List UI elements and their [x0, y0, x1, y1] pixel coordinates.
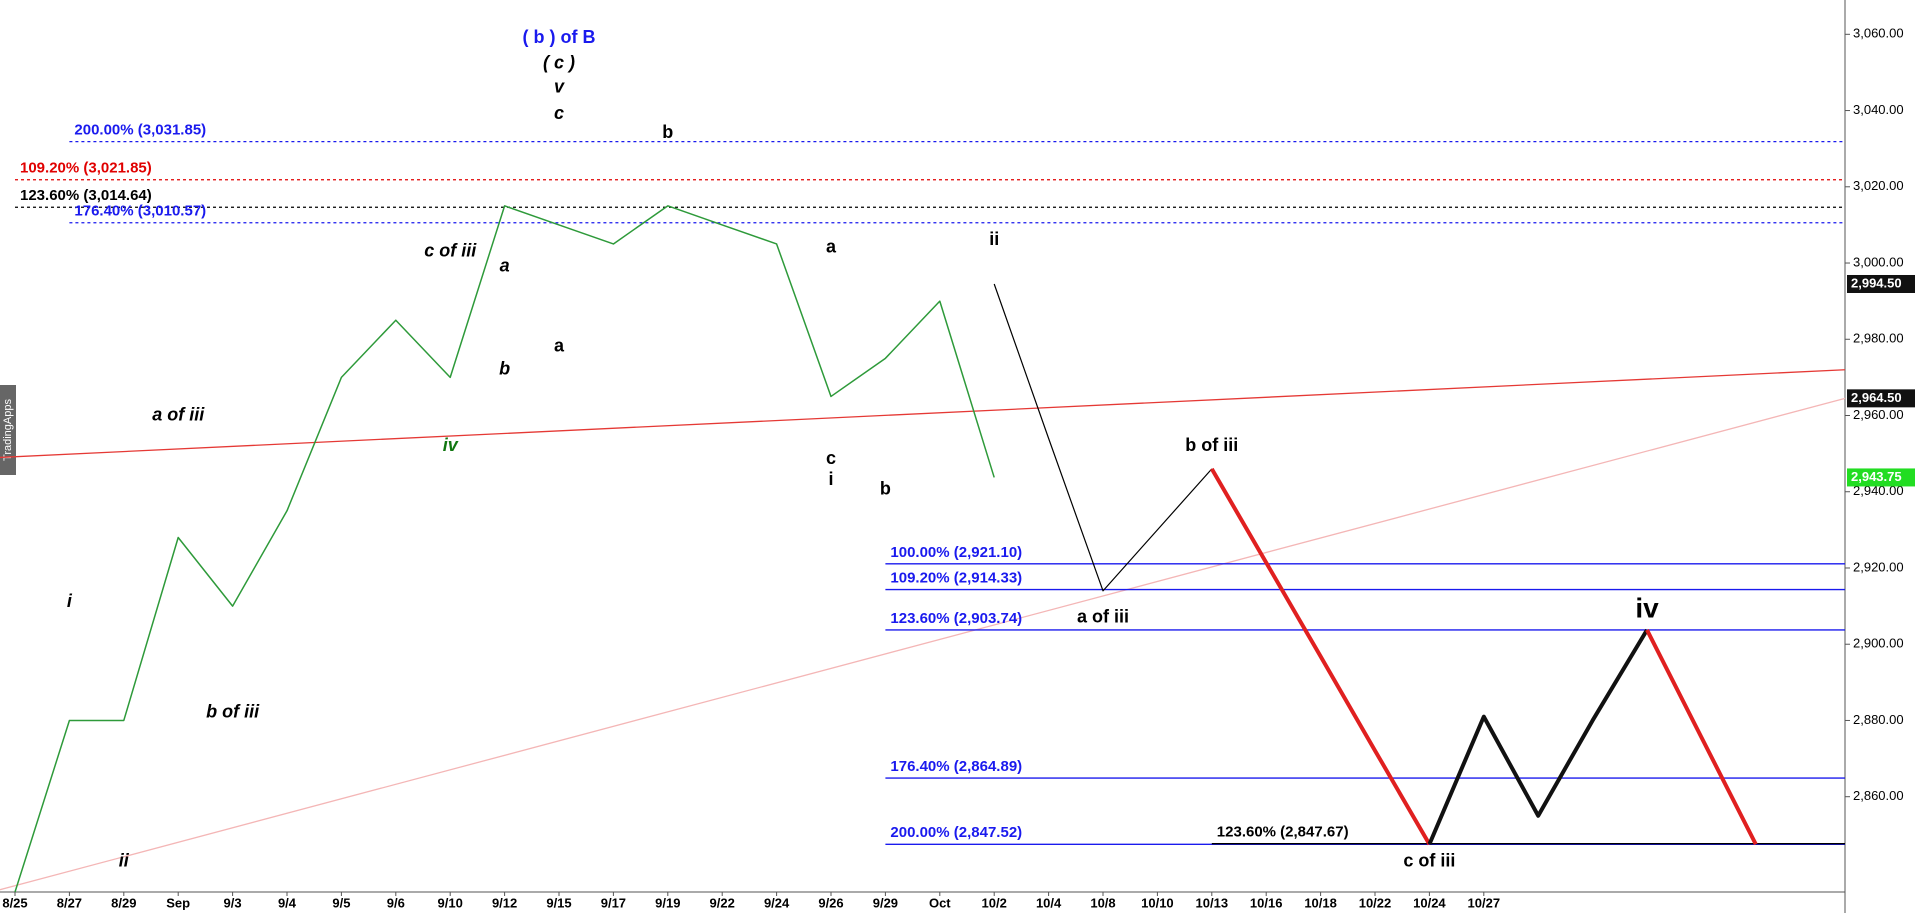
price-line [993, 283, 1213, 592]
wave-label: c [554, 103, 564, 123]
wave-label: a of iii [152, 404, 205, 424]
wave-label: iv [443, 435, 459, 455]
price-line [1210, 467, 1432, 846]
y-tick-label: 3,000.00 [1853, 254, 1904, 269]
x-tick-label: 10/4 [1036, 895, 1062, 910]
x-tick-label: 10/16 [1250, 895, 1283, 910]
wave-label: ( c ) [543, 52, 575, 72]
trendline [0, 369, 1846, 459]
price-line [1645, 629, 1758, 846]
price-tag [1847, 468, 1915, 487]
wave-label: b [499, 359, 510, 379]
price-tag [1847, 274, 1915, 293]
fib-label: 123.60% (2,847.67) [1217, 824, 1349, 841]
x-tick-label: 9/12 [492, 895, 517, 910]
wave-label: b of iii [1185, 435, 1238, 455]
x-tick-label: 9/10 [438, 895, 463, 910]
price-line [14, 205, 995, 893]
price-tag [1847, 389, 1915, 408]
x-tick-label: 10/24 [1413, 895, 1446, 910]
x-tick-label: 9/6 [387, 895, 405, 910]
x-tick-label: 10/10 [1141, 895, 1174, 910]
fib-label: 200.00% (3,031.85) [74, 122, 206, 139]
x-tick-label: 9/19 [655, 895, 680, 910]
price-tag-label: 2,943.75 [1851, 469, 1902, 484]
y-tick-label: 2,960.00 [1853, 407, 1904, 422]
x-tick-label: 9/24 [764, 895, 790, 910]
x-tick-label: 10/22 [1359, 895, 1392, 910]
wave-label: iv [1635, 592, 1659, 623]
x-tick-label: 9/22 [710, 895, 735, 910]
wave-label: a of iii [1077, 606, 1129, 626]
price-line [1427, 628, 1649, 846]
y-tick-label: 2,940.00 [1853, 483, 1904, 498]
x-tick-label: 10/2 [982, 895, 1007, 910]
y-tick-label: 2,920.00 [1853, 559, 1904, 574]
wave-label: a [826, 237, 837, 257]
wave-label: a [500, 256, 510, 276]
fib-label: 100.00% (2,921.10) [890, 544, 1022, 561]
wave-label: b of iii [206, 702, 260, 722]
wave-label: i [828, 469, 833, 489]
watermark-box [0, 385, 16, 475]
wave-label: i [67, 591, 73, 611]
y-tick-label: 3,040.00 [1853, 102, 1904, 117]
x-tick-label: 9/26 [818, 895, 843, 910]
wave-label: c [826, 448, 836, 468]
fib-label: 176.40% (3,010.57) [74, 203, 206, 220]
y-tick-label: 2,980.00 [1853, 331, 1904, 346]
x-tick-label: 9/15 [546, 895, 571, 910]
fib-label: 123.60% (2,903.74) [890, 610, 1022, 627]
y-tick-label: 2,900.00 [1853, 636, 1904, 651]
fib-label: 123.60% (3,014.64) [20, 187, 152, 204]
trendline [0, 397, 1846, 891]
wave-label: c of iii [1403, 850, 1455, 870]
x-tick-label: Oct [929, 895, 951, 910]
x-tick-label: 10/27 [1468, 895, 1501, 910]
fib-label: 109.20% (2,914.33) [890, 570, 1022, 587]
wave-label: c of iii [424, 240, 477, 260]
x-tick-label: 10/8 [1090, 895, 1115, 910]
watermark: TradingApps [2, 399, 14, 461]
x-tick-label: 9/3 [224, 895, 242, 910]
x-tick-label: 9/29 [873, 895, 898, 910]
wave-label: ii [989, 229, 999, 249]
x-tick-label: 9/17 [601, 895, 626, 910]
y-tick-label: 2,880.00 [1853, 712, 1904, 727]
wave-label: ii [119, 850, 130, 870]
y-tick-label: 2,860.00 [1853, 788, 1904, 803]
x-tick-label: 8/29 [111, 895, 136, 910]
x-tick-label: 8/27 [57, 895, 82, 910]
wave-label: ( b ) of B [523, 27, 596, 47]
x-tick-label: 9/5 [332, 895, 350, 910]
price-tag-label: 2,964.50 [1851, 390, 1902, 405]
fib-label: 109.20% (3,021.85) [20, 160, 152, 177]
wave-label: v [554, 76, 565, 96]
y-tick-label: 3,020.00 [1853, 178, 1904, 193]
x-tick-label: 10/18 [1304, 895, 1337, 910]
x-tick-label: 9/4 [278, 895, 297, 910]
y-tick-label: 3,060.00 [1853, 26, 1904, 41]
wave-label: b [880, 479, 891, 499]
wave-label: a [554, 336, 565, 356]
fib-label: 176.40% (2,864.89) [890, 758, 1022, 775]
x-tick-label: 8/25 [2, 895, 27, 910]
wave-label: b [662, 122, 673, 142]
x-tick-label: 10/13 [1196, 895, 1229, 910]
fib-label: 200.00% (2,847.52) [890, 824, 1022, 841]
x-tick-label: Sep [166, 895, 190, 910]
price-tag-label: 2,994.50 [1851, 275, 1902, 290]
